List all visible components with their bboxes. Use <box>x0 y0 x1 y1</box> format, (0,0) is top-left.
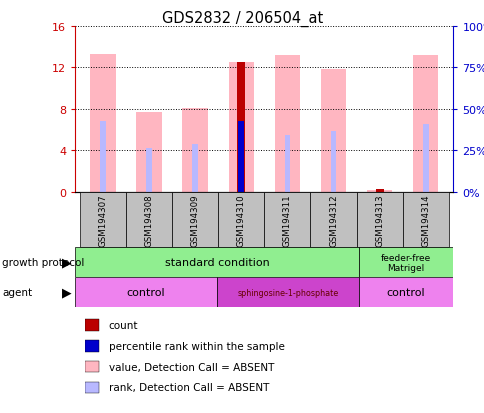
Bar <box>375 190 383 192</box>
Bar <box>100 122 106 192</box>
Bar <box>216 278 358 307</box>
Bar <box>75 278 216 307</box>
Text: GSM194309: GSM194309 <box>190 194 199 246</box>
Bar <box>274 56 300 192</box>
Bar <box>136 113 161 192</box>
Bar <box>172 192 218 248</box>
Text: growth protocol: growth protocol <box>2 258 85 268</box>
Text: sphingosine-1-phosphate: sphingosine-1-phosphate <box>237 288 338 297</box>
Text: rank, Detection Call = ABSENT: rank, Detection Call = ABSENT <box>108 382 268 392</box>
Text: percentile rank within the sample: percentile rank within the sample <box>108 341 284 351</box>
Bar <box>192 145 197 192</box>
Bar <box>80 192 126 248</box>
Text: GSM194312: GSM194312 <box>328 194 337 246</box>
Text: feeder-free
Matrigel: feeder-free Matrigel <box>380 253 430 272</box>
Bar <box>358 278 453 307</box>
Text: GSM194308: GSM194308 <box>144 194 153 246</box>
Text: control: control <box>386 287 424 297</box>
Bar <box>85 361 99 373</box>
Bar <box>228 63 254 192</box>
Bar <box>356 192 402 248</box>
Bar <box>75 248 358 278</box>
Bar <box>264 192 310 248</box>
Text: GSM194310: GSM194310 <box>236 194 245 246</box>
Bar <box>320 70 346 192</box>
Text: GDS2832 / 206504_at: GDS2832 / 206504_at <box>162 10 322 26</box>
Bar <box>126 192 172 248</box>
Bar <box>366 190 392 192</box>
Bar <box>284 135 289 192</box>
Text: GSM194314: GSM194314 <box>421 194 429 246</box>
Bar <box>85 340 99 352</box>
Text: ▶: ▶ <box>61 286 71 299</box>
Bar <box>146 149 151 192</box>
Bar <box>310 192 356 248</box>
Text: value, Detection Call = ABSENT: value, Detection Call = ABSENT <box>108 362 273 372</box>
Text: control: control <box>126 287 165 297</box>
Bar <box>238 122 243 192</box>
Text: count: count <box>108 320 138 330</box>
Bar <box>412 56 438 192</box>
Text: GSM194311: GSM194311 <box>282 194 291 246</box>
Bar <box>402 192 448 248</box>
Bar <box>182 108 207 192</box>
Bar <box>422 125 428 192</box>
Bar <box>218 192 264 248</box>
Text: GSM194307: GSM194307 <box>98 194 107 246</box>
Bar <box>238 122 243 192</box>
Text: standard condition: standard condition <box>165 258 269 268</box>
Bar <box>85 382 99 393</box>
Bar <box>330 132 335 192</box>
Bar <box>85 320 99 331</box>
Text: GSM194313: GSM194313 <box>375 194 383 246</box>
Bar <box>237 63 245 192</box>
Text: ▶: ▶ <box>61 256 71 269</box>
Bar <box>358 248 453 278</box>
Bar <box>90 55 115 192</box>
Text: agent: agent <box>2 287 32 297</box>
